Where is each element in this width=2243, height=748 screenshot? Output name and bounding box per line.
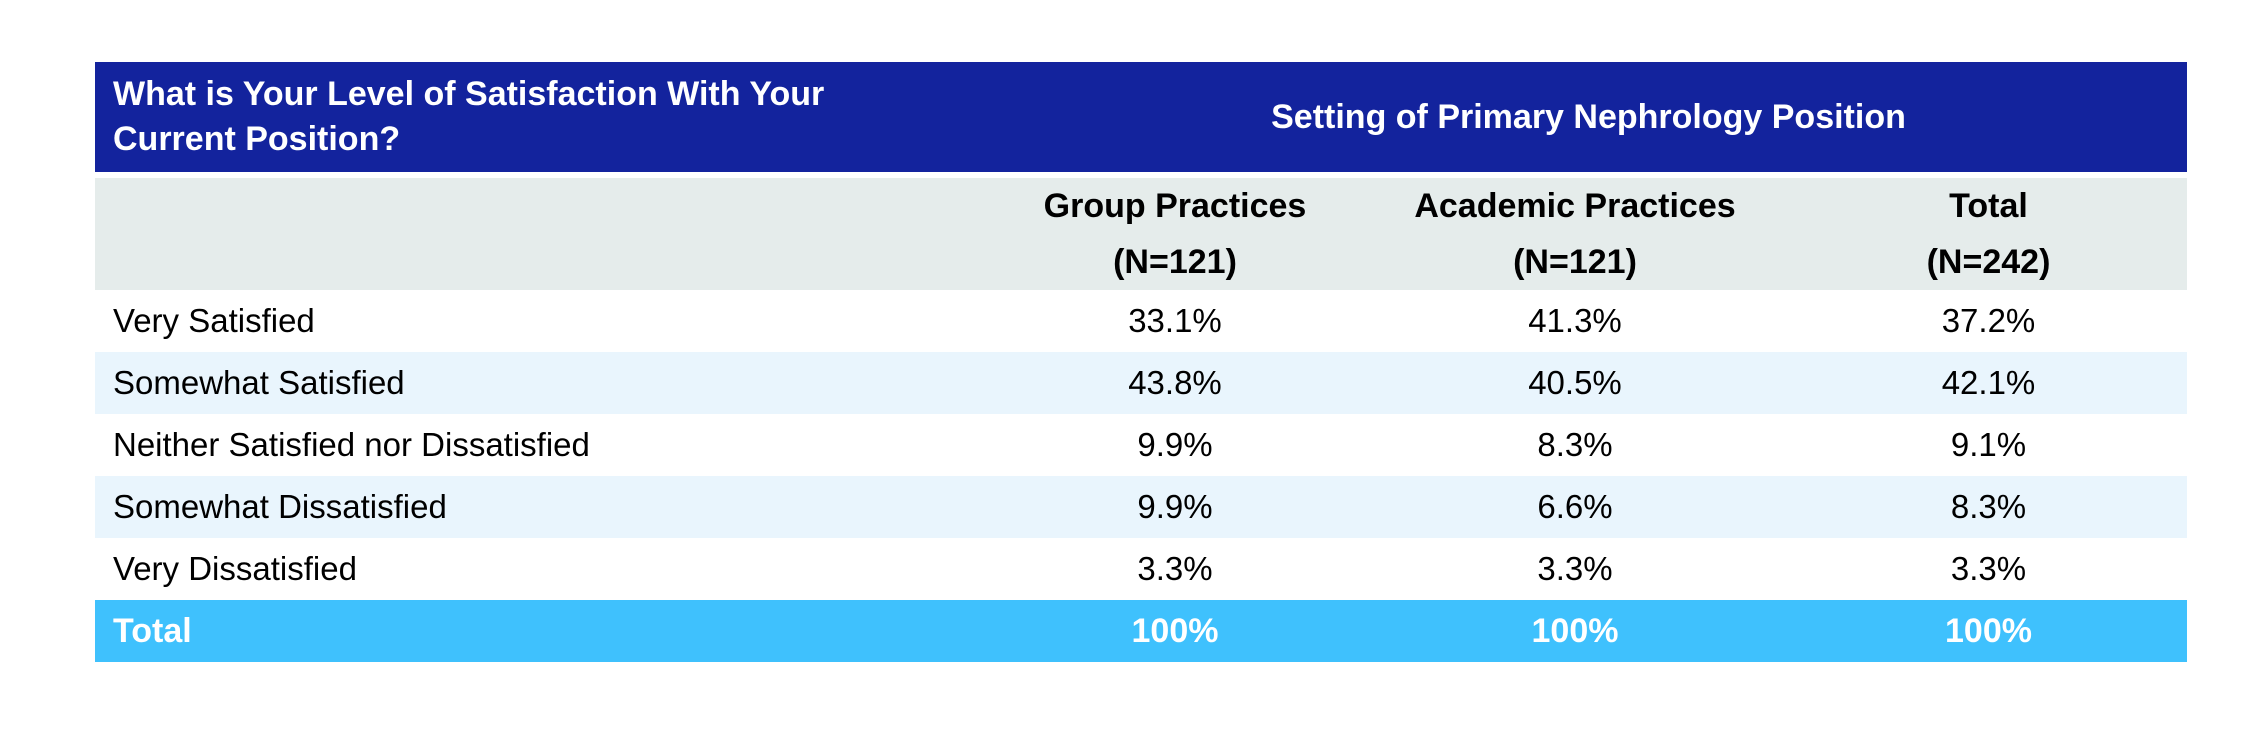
cell-value: 41.3%: [1528, 302, 1622, 339]
table-row-very-satisfied: Very Satisfied 33.1% 41.3% 37.2%: [95, 290, 2187, 352]
row-label: Very Satisfied: [113, 302, 315, 339]
cell-value: 6.6%: [1537, 488, 1613, 525]
total-cell-value: 100%: [1945, 611, 2032, 650]
row-label: Neither Satisfied nor Dissatisfied: [113, 426, 590, 463]
table-subheader-row: Group Practices (N=121) Academic Practic…: [95, 178, 2187, 290]
column-header-label: Total: [1949, 187, 2028, 225]
table-row-total: Total 100% 100% 100%: [95, 600, 2187, 662]
column-header-label: Academic Practices: [1414, 187, 1736, 225]
cell-value: 9.9%: [1137, 426, 1213, 463]
question-header: What is Your Level of Satisfaction With …: [113, 75, 825, 158]
table-row-neither: Neither Satisfied nor Dissatisfied 9.9% …: [95, 414, 2187, 476]
row-label: Very Dissatisfied: [113, 550, 357, 587]
column-header-n: (N=121): [1513, 243, 1637, 281]
cell-value: 8.3%: [1537, 426, 1613, 463]
total-cell-value: 100%: [1531, 611, 1619, 650]
column-header-total: Total (N=242): [1790, 178, 2187, 290]
cell-value: 33.1%: [1128, 302, 1222, 339]
row-label: Somewhat Satisfied: [113, 364, 405, 401]
cell-value: 9.1%: [1950, 426, 2027, 463]
column-header-n: (N=242): [1926, 243, 2051, 281]
table-header-row: What is Your Level of Satisfaction With …: [95, 62, 2187, 172]
column-header-academic-practices: Academic Practices (N=121): [1360, 178, 1790, 290]
cell-value: 40.5%: [1528, 364, 1622, 401]
cell-value: 9.9%: [1137, 488, 1213, 525]
cell-value: 8.3%: [1950, 488, 2027, 525]
table-row-somewhat-dissatisfied: Somewhat Dissatisfied 9.9% 6.6% 8.3%: [95, 476, 2187, 538]
total-cell-value: 100%: [1131, 611, 1219, 650]
cell-value: 37.2%: [1941, 302, 2036, 339]
row-label: Somewhat Dissatisfied: [113, 488, 447, 525]
setting-group-header: Setting of Primary Nephrology Position: [1271, 97, 1906, 136]
total-row-label: Total: [113, 611, 192, 650]
satisfaction-table: What is Your Level of Satisfaction With …: [95, 62, 2187, 662]
cell-value: 3.3%: [1537, 550, 1613, 587]
cell-value: 43.8%: [1128, 364, 1222, 401]
table-row-somewhat-satisfied: Somewhat Satisfied 43.8% 40.5% 42.1%: [95, 352, 2187, 414]
column-header-group-practices: Group Practices (N=121): [990, 178, 1360, 290]
column-header-n: (N=121): [1113, 243, 1237, 281]
cell-value: 3.3%: [1137, 550, 1213, 587]
column-header-label: Group Practices: [1043, 187, 1307, 225]
cell-value: 42.1%: [1941, 364, 2036, 401]
cell-value: 3.3%: [1950, 550, 2027, 587]
table-row-very-dissatisfied: Very Dissatisfied 3.3% 3.3% 3.3%: [95, 538, 2187, 600]
